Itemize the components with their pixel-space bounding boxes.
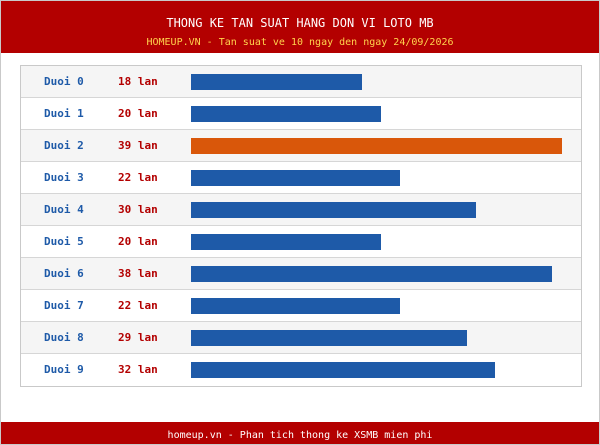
row-label: Duoi 0	[44, 75, 84, 88]
page-subtitle: HOMEUP.VN - Tan suat ve 10 ngay den ngay…	[146, 37, 454, 48]
footer-banner: homeup.vn - Phan tich thong ke XSMB mien…	[1, 422, 599, 444]
frequency-bar	[191, 362, 495, 378]
row-count: 39 lan	[118, 139, 158, 152]
row-label: Duoi 7	[44, 299, 84, 312]
row-count: 38 lan	[118, 267, 158, 280]
frequency-bar	[191, 234, 381, 250]
row-label: Duoi 5	[44, 235, 84, 248]
row-count: 18 lan	[118, 75, 158, 88]
frequency-bar	[191, 74, 362, 90]
header-banner: THONG KE TAN SUAT HANG DON VI LOTO MB HO…	[1, 1, 599, 53]
table-row: Duoi 4 30 lan	[21, 194, 581, 226]
frequency-bar	[191, 298, 400, 314]
row-count: 20 lan	[118, 235, 158, 248]
table-row: Duoi 1 20 lan	[21, 98, 581, 130]
row-label: Duoi 6	[44, 267, 84, 280]
table-row: Duoi 7 22 lan	[21, 290, 581, 322]
row-count: 22 lan	[118, 171, 158, 184]
page-title: THONG KE TAN SUAT HANG DON VI LOTO MB	[166, 16, 434, 30]
frequency-bar	[191, 330, 467, 346]
row-label: Duoi 2	[44, 139, 84, 152]
frequency-table: Duoi 0 18 lan Duoi 1 20 lan Duoi 2 39 lan Duoi…	[20, 65, 582, 387]
frequency-bar	[191, 138, 562, 154]
table-row: Duoi 8 29 lan	[21, 322, 581, 354]
row-count: 32 lan	[118, 363, 158, 376]
footer-text: homeup.vn - Phan tich thong ke XSMB mien…	[167, 430, 433, 441]
table-row: Duoi 3 22 lan	[21, 162, 581, 194]
table-row: Duoi 5 20 lan	[21, 226, 581, 258]
frequency-bar	[191, 106, 381, 122]
row-count: 30 lan	[118, 203, 158, 216]
row-label: Duoi 1	[44, 107, 84, 120]
table-row: Duoi 6 38 lan	[21, 258, 581, 290]
row-label: Duoi 3	[44, 171, 84, 184]
row-count: 20 lan	[118, 107, 158, 120]
table-row: Duoi 9 32 lan	[21, 354, 581, 386]
frequency-bar	[191, 266, 552, 282]
row-label: Duoi 4	[44, 203, 84, 216]
frequency-bar	[191, 202, 476, 218]
row-label: Duoi 8	[44, 331, 84, 344]
table-row: Duoi 0 18 lan	[21, 66, 581, 98]
frequency-bar	[191, 170, 400, 186]
row-label: Duoi 9	[44, 363, 84, 376]
row-count: 22 lan	[118, 299, 158, 312]
row-count: 29 lan	[118, 331, 158, 344]
table-row: Duoi 2 39 lan	[21, 130, 581, 162]
